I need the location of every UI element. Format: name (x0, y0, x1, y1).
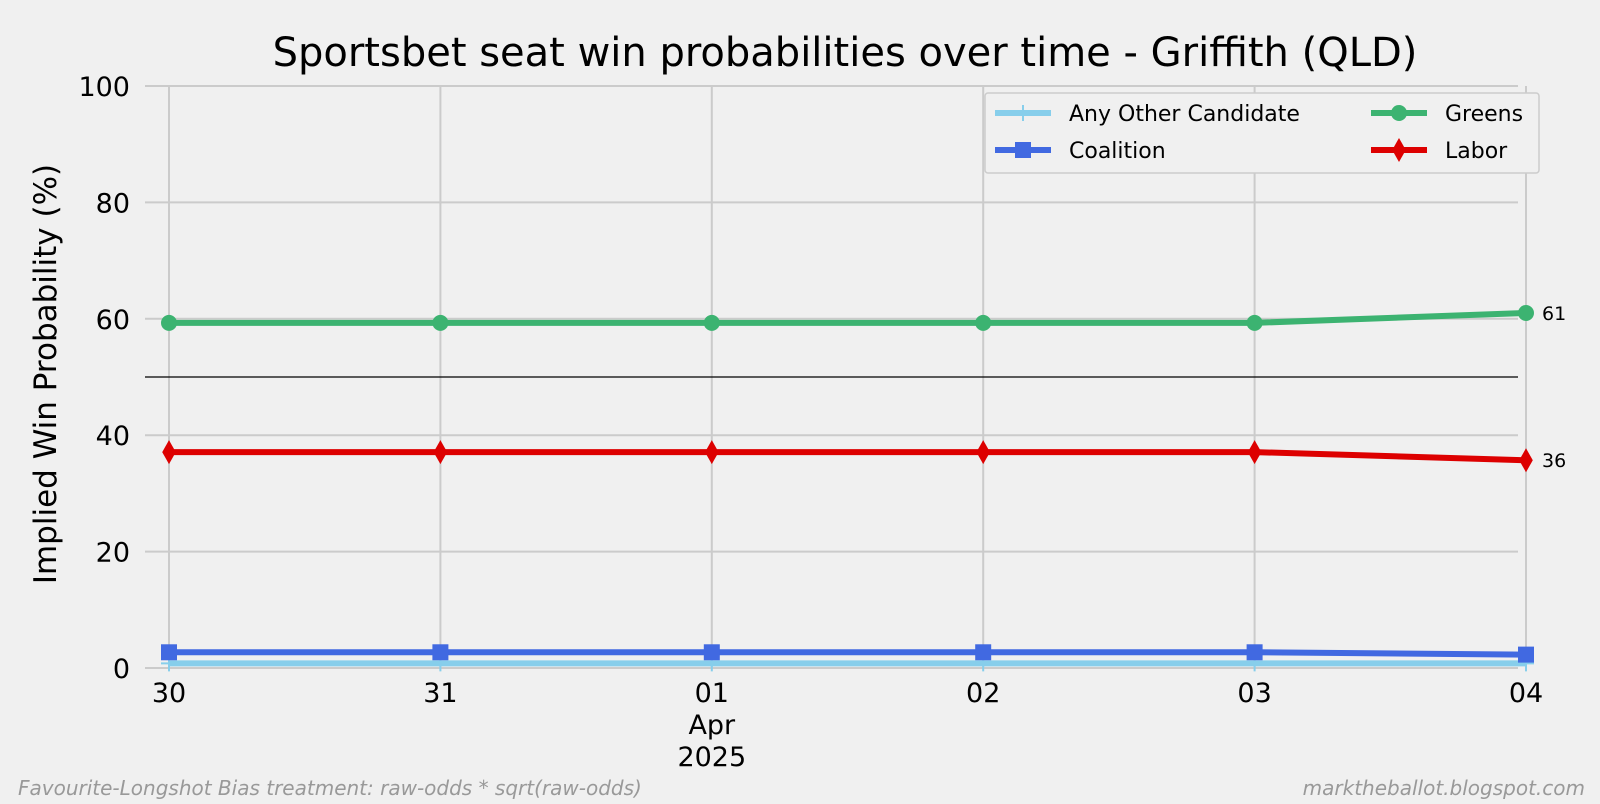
data-point (432, 644, 449, 661)
data-point (433, 440, 448, 465)
data-point (975, 314, 992, 331)
x-tick-label: 01 (695, 678, 729, 709)
data-point (432, 314, 449, 331)
y-tick-label: 80 (96, 188, 130, 219)
legend-item: Any Other Candidate (995, 102, 1300, 127)
data-point (1246, 644, 1263, 661)
data-point (1247, 440, 1262, 465)
data-point (1015, 105, 1031, 121)
x-tick-label: 04 (1509, 678, 1543, 709)
x-tick-label: 2025 (677, 742, 746, 773)
series-line (169, 449, 1527, 464)
legend-label: Greens (1445, 102, 1523, 127)
y-tick-label: 100 (78, 72, 130, 103)
data-point (1246, 314, 1263, 331)
x-tick-label: 03 (1237, 678, 1271, 709)
data-point (1519, 448, 1533, 473)
legend-item: Labor (1371, 138, 1508, 164)
legend-label: Labor (1445, 139, 1508, 164)
y-tick-label: 40 (96, 421, 130, 452)
legend-label: Coalition (1069, 139, 1166, 164)
footnote-left: Favourite-Longshot Bias treatment: raw-o… (18, 776, 642, 800)
end-value-label: 36 (1542, 450, 1566, 472)
y-tick-label: 60 (96, 305, 130, 336)
data-point (705, 440, 719, 465)
footnote-right: marktheballot.blogspot.com (1303, 776, 1585, 800)
x-tick-label: Apr (688, 710, 736, 741)
series-coalition (161, 644, 1534, 663)
series-any-other-candidate (161, 655, 1534, 672)
data-point (1391, 105, 1407, 121)
data-point (161, 644, 177, 661)
data-point (1392, 138, 1406, 162)
data-point (1518, 646, 1534, 663)
y-tick-label: 20 (96, 538, 130, 569)
legend-item: Greens (1371, 102, 1523, 127)
series-labor: 36 (162, 440, 1566, 473)
legend-item: Coalition (995, 139, 1166, 164)
x-tick-label: 31 (423, 678, 457, 709)
data-point (162, 440, 176, 465)
data-point (975, 644, 992, 661)
data-point (1015, 142, 1031, 158)
series-line (169, 309, 1527, 326)
series-greens: 61 (161, 303, 1566, 331)
data-point (976, 440, 990, 465)
data-point (161, 314, 177, 331)
data-series: 61 36 (161, 303, 1566, 672)
data-point (703, 314, 720, 331)
grid-lines (145, 85, 1527, 669)
y-tick-label: 0 (113, 654, 130, 685)
data-point (1518, 304, 1534, 321)
x-tick-label: 30 (152, 678, 186, 709)
y-axis-label: Implied Win Probability (%) (28, 164, 64, 584)
x-tick-label: 02 (966, 678, 1000, 709)
chart-title: Sportsbet seat win probabilities over ti… (273, 30, 1418, 76)
end-value-label: 61 (1542, 303, 1566, 325)
series-line (169, 649, 1527, 658)
data-point (703, 644, 720, 661)
legend: Any Other Candidate Coalition Greens Labor (984, 92, 1540, 174)
legend-label: Any Other Candidate (1069, 102, 1300, 127)
